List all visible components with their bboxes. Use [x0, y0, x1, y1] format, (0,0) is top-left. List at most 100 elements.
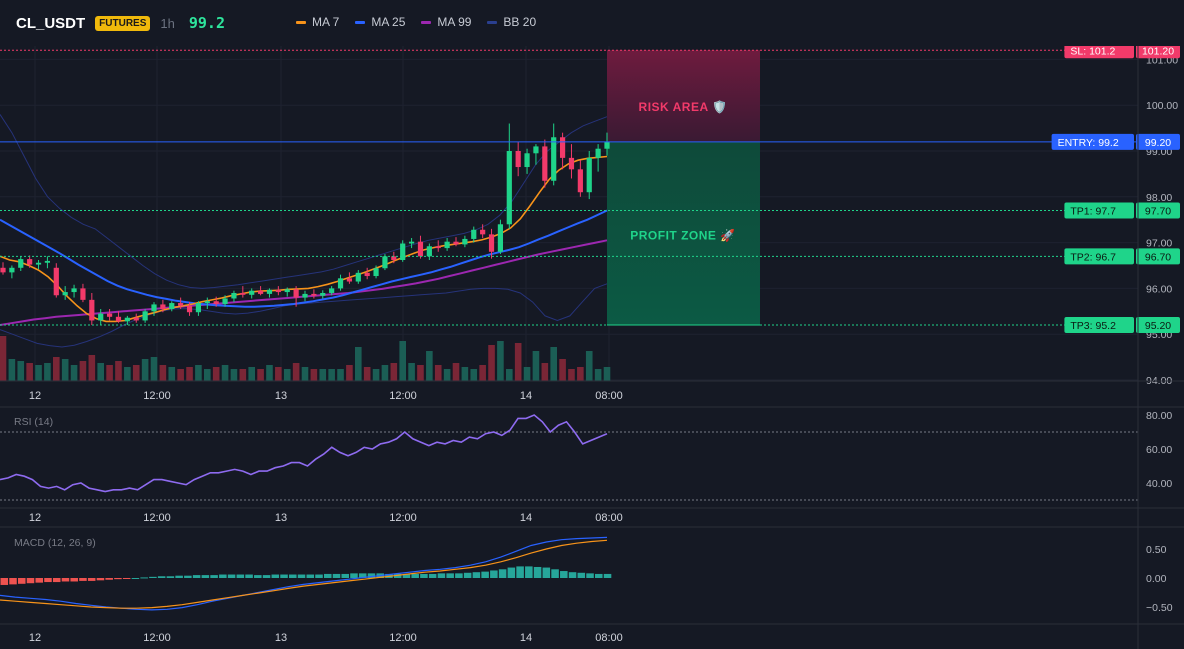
candle-body[interactable] [506, 151, 512, 225]
candle-body[interactable] [408, 241, 415, 244]
candle-body[interactable] [444, 241, 450, 249]
volume-bar [594, 369, 602, 381]
price-pane[interactable]: 101.00100.0099.0098.0097.0096.0095.0094.… [0, 46, 1184, 408]
candle-body[interactable] [604, 141, 610, 149]
candle-body[interactable] [44, 260, 51, 263]
macd-histogram-bar [26, 578, 35, 584]
candle-body[interactable] [89, 299, 95, 321]
level-tag[interactable] [1064, 317, 1134, 334]
bb-upper-line [0, 114, 608, 289]
candle-body[interactable] [0, 267, 6, 273]
symbol-name[interactable]: CL_USDT [16, 14, 86, 32]
volume-bar [266, 365, 273, 381]
legend-ma99[interactable]: MA 99 [421, 15, 471, 29]
candle-body[interactable] [400, 243, 406, 261]
macd-histogram-bar [595, 573, 603, 578]
macd-title: MACD (12, 26, 9) [14, 537, 96, 549]
timeframe-selector[interactable]: 1h [160, 15, 175, 31]
candle-body[interactable] [391, 256, 397, 261]
candle-body[interactable] [302, 293, 308, 298]
candle-body[interactable] [453, 241, 459, 245]
candle-body[interactable] [249, 290, 255, 295]
candle-body[interactable] [115, 316, 122, 322]
candle-body[interactable] [124, 317, 130, 322]
candle-body[interactable] [160, 304, 166, 310]
candle-body[interactable] [373, 268, 379, 277]
time-tick-label: 12 [29, 512, 41, 524]
candle-body[interactable] [213, 301, 219, 304]
candle-body[interactable] [151, 304, 157, 312]
candle-body[interactable] [169, 303, 175, 310]
candle-body[interactable] [488, 234, 495, 252]
candle-body[interactable] [524, 153, 530, 168]
candle-body[interactable] [337, 278, 344, 289]
candle-body[interactable] [435, 246, 441, 249]
candle-body[interactable] [329, 288, 335, 293]
candle-body[interactable] [559, 137, 566, 158]
candle-body[interactable] [142, 311, 148, 321]
candle-body[interactable] [222, 298, 228, 304]
candle-body[interactable] [364, 272, 370, 277]
candle-body[interactable] [355, 272, 361, 282]
candle-body[interactable] [595, 148, 601, 158]
candle-body[interactable] [275, 289, 281, 293]
price-tick-label: 98.00 [1146, 192, 1172, 204]
candle-body[interactable] [284, 289, 290, 293]
risk-zone[interactable] [607, 50, 760, 142]
candle-body[interactable] [18, 259, 24, 268]
candle-body[interactable] [62, 292, 68, 296]
candle-body[interactable] [178, 303, 184, 306]
level-tag[interactable] [1051, 133, 1134, 150]
level-tag[interactable] [1064, 248, 1134, 265]
legend-ma7[interactable]: MA 7 [296, 15, 339, 29]
chart-panes[interactable]: 101.00100.0099.0098.0097.0096.0095.0094.… [0, 46, 1184, 649]
candle-body[interactable] [320, 292, 326, 296]
profit-zone[interactable] [607, 141, 760, 326]
candle-body[interactable] [9, 267, 15, 273]
candle-body[interactable] [80, 288, 86, 300]
macd-histogram-bar [262, 575, 271, 578]
candle-body[interactable] [293, 289, 299, 298]
candle-body[interactable] [240, 292, 246, 295]
legend-ma25-label: MA 25 [371, 15, 406, 29]
candle-body[interactable] [586, 157, 592, 193]
candle-body[interactable] [27, 259, 33, 265]
candle-body[interactable] [542, 146, 548, 181]
level-tag[interactable] [1064, 46, 1134, 59]
candle-body[interactable] [471, 229, 477, 239]
candle-body[interactable] [417, 241, 424, 257]
macd-histogram-bar [507, 567, 516, 578]
candle-body[interactable] [311, 293, 317, 296]
candle-body[interactable] [497, 224, 504, 252]
legend-ma25[interactable]: MA 25 [355, 15, 405, 29]
rsi-pane[interactable]: RSI (14) 80.00 60.00 40.00 12 12:00 13 12:00 14 0… [0, 410, 1184, 528]
macd-pane[interactable]: MACD (12, 26, 9) 0.50 0.00 −0.50 12 12:00 13 12… [0, 46, 1184, 649]
candle-body[interactable] [195, 303, 202, 313]
macd-histogram-bar [586, 573, 594, 578]
candle-body[interactable] [53, 267, 59, 296]
candle-body[interactable] [480, 229, 486, 235]
candle-body[interactable] [106, 313, 113, 317]
candle-body[interactable] [186, 305, 193, 313]
candle-body[interactable] [204, 301, 210, 304]
rsi-line [0, 414, 608, 493]
candle-body[interactable] [568, 157, 575, 170]
candle-body[interactable] [551, 137, 557, 181]
candle-body[interactable] [257, 290, 264, 294]
candle-body[interactable] [462, 238, 468, 245]
candle-body[interactable] [231, 292, 237, 299]
candle-body[interactable] [426, 246, 432, 257]
legend-bb20[interactable]: BB 20 [487, 15, 536, 29]
candle-body[interactable] [98, 313, 104, 321]
level-tag[interactable] [1064, 202, 1134, 219]
candle-body[interactable] [577, 169, 583, 193]
candle-body[interactable] [533, 146, 539, 154]
candle-body[interactable] [35, 262, 42, 265]
candle-body[interactable] [133, 317, 139, 321]
candle-body[interactable] [266, 289, 273, 294]
candle-body[interactable] [346, 278, 353, 282]
candle-body[interactable] [515, 151, 521, 168]
candle-body[interactable] [71, 288, 77, 293]
candle-body[interactable] [382, 256, 388, 269]
volume-bar [8, 359, 16, 381]
